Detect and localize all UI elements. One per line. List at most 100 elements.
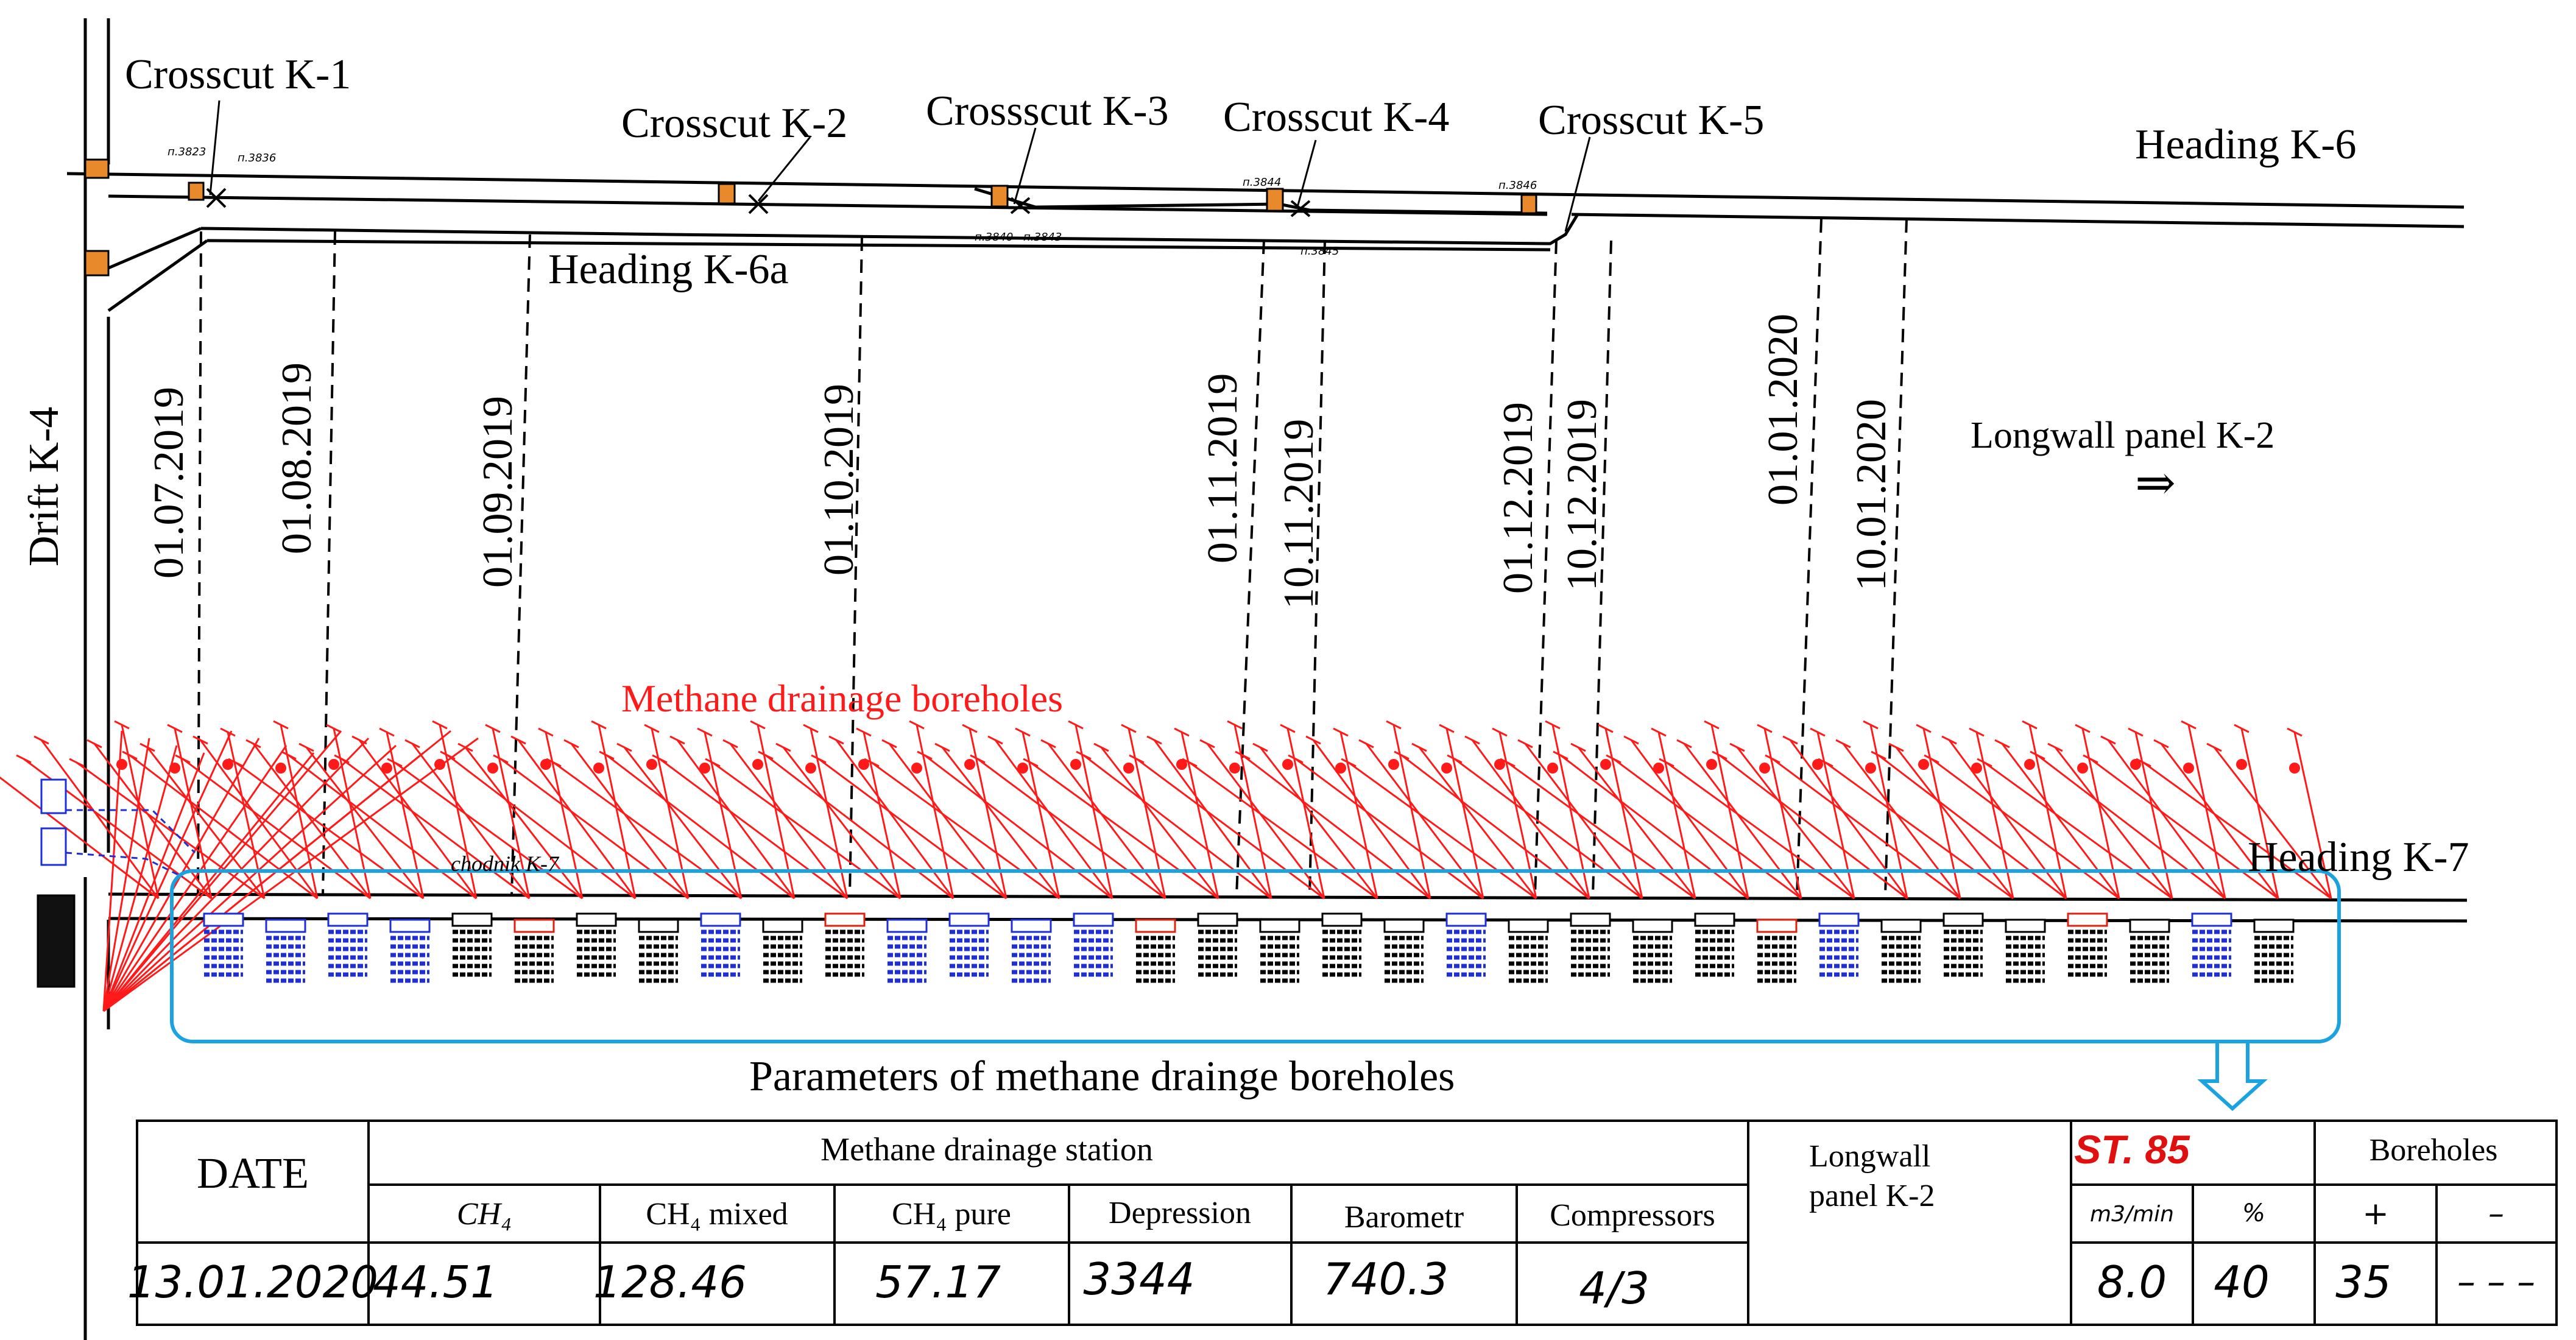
- borehole-end-tick: [1810, 727, 1826, 737]
- borehole-line: [2213, 747, 2332, 899]
- borehole-end-tick: [591, 720, 607, 730]
- borehole-junction-dot: [1865, 763, 1876, 774]
- borehole-line: [765, 754, 954, 900]
- borehole-parameter-card: [638, 919, 679, 983]
- borehole-end-tick: [1757, 724, 1773, 733]
- borehole-line: [1259, 747, 1378, 899]
- survey-point-label: п.3823: [168, 146, 206, 158]
- row-date: 13.01.2020: [127, 1257, 378, 1308]
- face-date-label: 01.08.2019: [273, 362, 320, 554]
- borehole-end-tick: [1924, 754, 1939, 764]
- borehole-end-tick: [970, 754, 986, 764]
- borehole-junction-dot: [964, 759, 975, 770]
- borehole-end-tick: [563, 739, 579, 749]
- borehole-end-tick: [1023, 758, 1039, 767]
- borehole-end-tick: [1040, 739, 1056, 749]
- borehole-junction-dot: [222, 759, 233, 770]
- borehole-parameter-card: [1508, 919, 1549, 983]
- borehole-line: [76, 761, 265, 900]
- borehole-line: [146, 747, 266, 899]
- borehole-end-tick: [2234, 724, 2250, 733]
- borehole-line: [102, 737, 370, 1012]
- borehole-line: [1418, 747, 1537, 899]
- borehole-end-tick: [881, 739, 897, 749]
- crosscut-k5-label: Crosscut K-5: [1538, 97, 1764, 144]
- borehole-end-tick: [2287, 727, 2303, 737]
- borehole-line: [102, 745, 288, 1012]
- borehole-parameter-card: [1694, 912, 1735, 977]
- borehole-line: [553, 761, 742, 900]
- face-date-label: 10.01.2020: [1848, 399, 1895, 591]
- crosscut-x-marks: [206, 188, 1311, 217]
- borehole-junction-dot: [858, 759, 869, 770]
- borehole-parameter-card: [700, 912, 741, 977]
- borehole-end-tick: [167, 724, 183, 733]
- borehole-end-tick: [669, 735, 685, 745]
- row-boreholes-plus: 35: [2335, 1257, 2391, 1308]
- borehole-end-tick: [69, 758, 85, 767]
- table-longwall-header-2: panel K-2: [1809, 1179, 1935, 1213]
- borehole-end-tick: [828, 735, 844, 745]
- methane-drainage-boreholes: [0, 720, 2332, 1012]
- borehole-end-tick: [2075, 724, 2091, 733]
- borehole-line: [1189, 761, 1378, 900]
- borehole-end-tick: [1341, 758, 1357, 767]
- face-date-label: 01.10.2019: [816, 384, 863, 576]
- chodnik-k7-label: chodnik K-7: [451, 852, 560, 876]
- borehole-line: [102, 730, 123, 1012]
- borehole-junction-dot: [1494, 759, 1505, 770]
- borehole-end-tick: [917, 750, 933, 760]
- borehole-junction-dot: [1176, 759, 1187, 770]
- borehole-end-tick: [538, 727, 554, 737]
- borehole-end-tick: [379, 727, 395, 737]
- borehole-line: [1931, 758, 2120, 900]
- borehole-end-tick: [220, 727, 236, 737]
- borehole-junction-dot: [1123, 763, 1134, 774]
- survey-point-label: п.3843: [1023, 231, 1062, 244]
- row-percent: 40: [2214, 1257, 2270, 1308]
- borehole-junction-dot: [116, 759, 127, 770]
- down-arrow-icon: [2197, 1040, 2268, 1112]
- borehole-end-tick: [1068, 720, 1084, 730]
- borehole-parameter-card: [513, 919, 555, 983]
- borehole-end-tick: [2047, 742, 2063, 752]
- borehole-parameter-card: [948, 912, 990, 977]
- borehole-junction-dot: [699, 763, 710, 774]
- borehole-line: [288, 754, 477, 900]
- borehole-line: [659, 758, 848, 900]
- borehole-end-tick: [2153, 739, 2169, 749]
- borehole-parameter-card: [1943, 912, 1984, 977]
- borehole-parameter-card: [1321, 912, 1363, 977]
- borehole-line: [341, 758, 530, 900]
- borehole-parameter-card: [451, 912, 493, 977]
- borehole-parameter-card: [1445, 912, 1487, 977]
- borehole-line: [712, 761, 901, 900]
- borehole-junction-dot: [1017, 763, 1028, 774]
- borehole-parameter-card: [1570, 912, 1611, 977]
- borehole-end-tick: [1623, 735, 1639, 745]
- borehole-end-tick: [1358, 739, 1374, 749]
- borehole-line: [102, 738, 150, 1012]
- borehole-end-tick: [750, 720, 766, 730]
- borehole-line: [623, 747, 743, 899]
- borehole-end-tick: [1305, 735, 1321, 745]
- borehole-end-tick: [1093, 742, 1109, 752]
- borehole-end-tick: [34, 735, 49, 745]
- borehole-junction-dot: [805, 763, 816, 774]
- borehole-end-tick: [722, 739, 738, 749]
- borehole-parameter-card: [1818, 912, 1860, 977]
- borehole-end-tick: [1288, 754, 1304, 764]
- borehole-junction-dot: [1229, 763, 1240, 774]
- borehole-parameter-card: [327, 912, 369, 977]
- borehole-line: [818, 758, 1007, 900]
- borehole-parameter-boxes: [203, 912, 2295, 983]
- borehole-line: [871, 761, 1060, 900]
- borehole-line: [1984, 761, 2173, 900]
- borehole-end-tick: [1977, 758, 1992, 767]
- borehole-end-tick: [705, 758, 721, 767]
- borehole-line: [606, 754, 795, 900]
- borehole-junction-dot: [911, 763, 922, 774]
- borehole-end-tick: [546, 758, 562, 767]
- table-station-header: Methane drainage station: [820, 1131, 1153, 1168]
- borehole-line: [1242, 754, 1431, 900]
